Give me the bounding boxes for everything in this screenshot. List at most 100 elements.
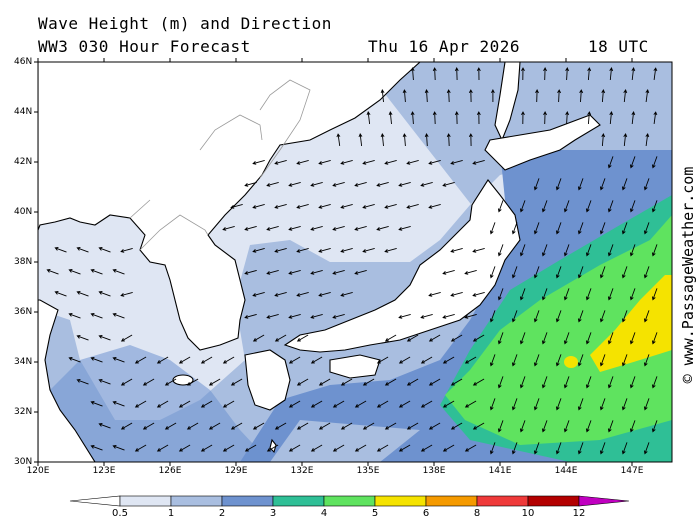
direction-arrow [489, 222, 496, 235]
direction-arrow [244, 313, 257, 319]
lon-label-144e: 144E [554, 466, 578, 476]
direction-arrow [376, 444, 389, 452]
direction-arrow [244, 225, 257, 231]
direction-arrow [541, 332, 548, 345]
direction-arrow [489, 266, 496, 279]
direction-arrow [651, 200, 658, 213]
direction-arrow [112, 445, 125, 451]
direction-arrow [555, 442, 562, 455]
direction-arrow [120, 247, 133, 253]
direction-arrow [402, 133, 407, 147]
direction-arrow [354, 181, 367, 187]
direction-arrow [318, 291, 331, 297]
legend-swatch [323, 495, 376, 507]
direction-arrow [230, 422, 243, 430]
direction-arrow [68, 313, 81, 319]
direction-arrow [244, 269, 257, 275]
direction-arrow [577, 266, 584, 279]
direction-arrow [511, 354, 518, 367]
direction-arrow [428, 159, 441, 165]
kyushu [244, 349, 291, 411]
direction-arrow [543, 111, 547, 125]
direction-arrow [420, 400, 433, 408]
direction-arrow [450, 247, 463, 253]
direction-arrow [541, 288, 548, 301]
direction-arrow [629, 288, 636, 301]
direction-arrow [533, 398, 540, 411]
direction-arrow [651, 156, 658, 169]
direction-arrow [274, 291, 287, 297]
direction-arrow [296, 378, 309, 386]
direction-arrow [643, 442, 650, 455]
direction-arrow [380, 133, 385, 147]
direction-arrow [607, 156, 614, 169]
direction-arrow [222, 400, 235, 408]
direction-arrow [420, 181, 433, 187]
direction-arrow [609, 111, 614, 125]
direction-arrow [340, 378, 353, 386]
direction-arrow [585, 288, 592, 301]
direction-arrow [533, 178, 540, 191]
borders [129, 79, 311, 251]
direction-arrow [310, 356, 323, 364]
direction-arrow [599, 222, 606, 235]
direction-arrow [156, 444, 169, 452]
wave-band-2m-west [40, 345, 270, 462]
direction-arrow [178, 400, 191, 408]
direction-arrow [186, 422, 199, 430]
legend-swatch [425, 495, 478, 507]
direction-arrow [288, 313, 301, 319]
direction-arrow [134, 400, 147, 408]
direction-arrow [519, 200, 526, 213]
direction-arrow [511, 310, 518, 323]
direction-arrow [653, 67, 658, 80]
direction-arrow [318, 247, 331, 253]
direction-arrow [468, 133, 473, 147]
direction-arrow [252, 247, 265, 253]
direction-arrow [354, 269, 367, 275]
direction-arrow [585, 420, 592, 433]
direction-arrow [476, 111, 481, 125]
direction-arrow [651, 376, 658, 389]
honshu [283, 179, 521, 353]
direction-arrow [120, 422, 133, 430]
direction-arrow [557, 89, 562, 103]
direction-arrow [511, 222, 518, 235]
direction-arrow [450, 159, 463, 165]
direction-arrow [376, 225, 389, 231]
direction-arrow [607, 288, 614, 301]
direction-arrow [318, 422, 331, 430]
direction-arrow [200, 444, 213, 452]
direction-arrow [252, 334, 265, 342]
direction-arrow [621, 442, 628, 455]
direction-arrow [134, 356, 147, 364]
direction-arrow [533, 354, 540, 367]
direction-arrow [446, 133, 451, 147]
model-label: WW3 030 Hour Forecast [38, 37, 251, 56]
direction-arrow [555, 398, 562, 411]
direction-arrow [555, 354, 562, 367]
direction-arrow [252, 203, 265, 209]
direction-arrow [318, 378, 331, 386]
legend-label-3: 3 [269, 508, 277, 519]
legend-label-0-5: 0.5 [112, 508, 128, 519]
direction-arrow [244, 444, 257, 452]
direction-arrow [472, 291, 485, 297]
direction-arrow [288, 356, 301, 364]
direction-arrow [428, 334, 441, 342]
direction-arrow [296, 159, 309, 165]
direction-arrow [310, 444, 323, 452]
direction-arrow [332, 313, 345, 319]
legend-label-1: 1 [167, 508, 175, 519]
land-masses [38, 62, 601, 462]
direction-arrow [521, 111, 525, 125]
direction-arrow [651, 244, 658, 257]
direction-arrow [442, 181, 455, 187]
legend-swatch-min [69, 495, 121, 507]
direction-arrow [476, 67, 481, 81]
direction-arrow [336, 133, 341, 146]
direction-arrow [428, 378, 441, 386]
legend-swatch [119, 495, 172, 507]
direction-arrow [472, 334, 485, 342]
direction-arrow [208, 422, 221, 430]
